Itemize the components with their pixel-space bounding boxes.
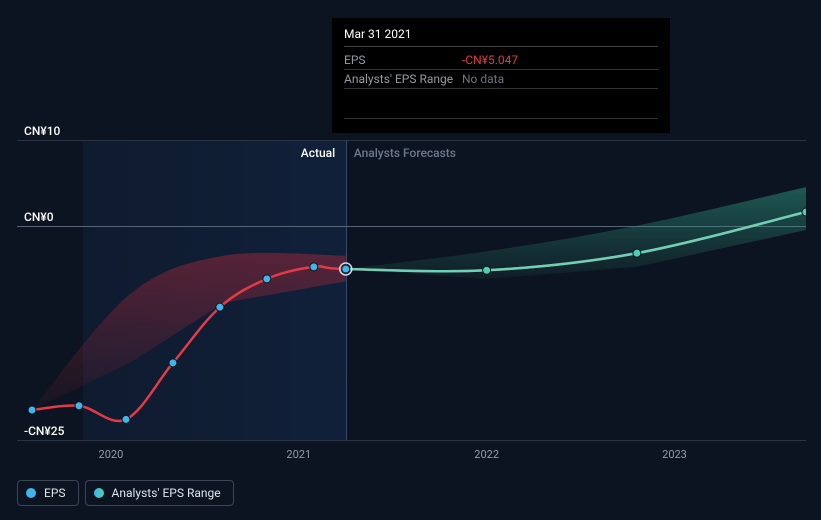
eps-point[interactable] <box>310 263 318 271</box>
tooltip-row-value: -CN¥5.047 <box>462 53 518 67</box>
actual-region-label: Actual <box>301 146 335 160</box>
tooltip-date: Mar 31 2021 <box>344 27 658 47</box>
eps-point[interactable] <box>169 359 177 367</box>
eps-point[interactable] <box>263 275 271 283</box>
x-axis-label: 2022 <box>474 448 499 461</box>
legend-item[interactable]: EPS <box>17 480 79 506</box>
forecast-point[interactable] <box>483 266 491 274</box>
chart-legend: EPS Analysts' EPS Range <box>17 480 234 506</box>
legend-dot-icon <box>94 488 104 498</box>
tooltip-row-value: No data <box>462 72 504 86</box>
forecast-region-label: Analysts Forecasts <box>354 146 456 160</box>
eps-point[interactable] <box>122 415 130 423</box>
legend-dot-icon <box>26 488 36 498</box>
eps-point[interactable] <box>342 265 350 273</box>
legend-item[interactable]: Analysts' EPS Range <box>85 480 234 506</box>
eps-point[interactable] <box>216 303 224 311</box>
x-axis-label: 2021 <box>286 448 311 461</box>
forecast-range-area <box>346 187 806 279</box>
tooltip-row: EPS-CN¥5.047 <box>344 51 658 70</box>
eps-chart: CN¥10CN¥0-CN¥25 2020202120222023 Actual … <box>17 0 806 460</box>
tooltip-row-label: Analysts' EPS Range <box>344 72 462 86</box>
y-axis-label: CN¥10 <box>24 124 60 138</box>
chart-tooltip: Mar 31 2021 EPS-CN¥5.047Analysts' EPS Ra… <box>332 18 670 133</box>
x-axis-label: 2023 <box>662 448 687 461</box>
forecast-point[interactable] <box>633 249 641 257</box>
eps-point[interactable] <box>75 402 83 410</box>
y-axis-label: CN¥0 <box>24 210 54 224</box>
tooltip-row-label: EPS <box>344 53 462 67</box>
legend-label: EPS <box>44 486 66 500</box>
y-axis-label: -CN¥25 <box>24 424 64 438</box>
forecast-point[interactable] <box>802 208 806 216</box>
tooltip-row: Analysts' EPS RangeNo data <box>344 70 658 89</box>
x-axis-label: 2020 <box>99 448 124 461</box>
actual-range-area <box>32 253 346 410</box>
eps-point[interactable] <box>28 406 36 414</box>
legend-label: Analysts' EPS Range <box>112 486 221 500</box>
